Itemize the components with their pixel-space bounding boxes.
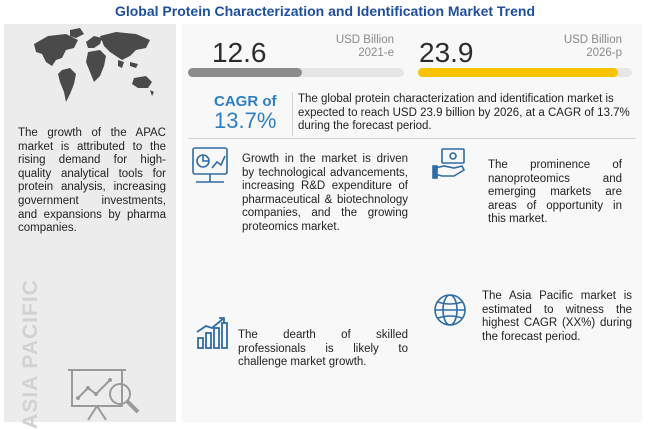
cagr-divider bbox=[292, 92, 293, 136]
region-label-text: ASIA PACIFIC bbox=[19, 279, 42, 429]
cagr-description: The global protein characterization and … bbox=[298, 93, 630, 133]
region-panel: The growth of the APAC market is attribu… bbox=[4, 24, 176, 429]
forecast-market-value: 23.9 bbox=[419, 37, 474, 68]
cagr-value: 13.7% bbox=[214, 108, 277, 133]
region-description: The growth of the APAC market is attribu… bbox=[18, 127, 166, 235]
forecast-market-unit: USD Billion 2026-p bbox=[532, 34, 622, 60]
forecast-year-label: 2026-p bbox=[586, 47, 622, 59]
current-year-label: 2021-e bbox=[358, 47, 394, 59]
globe-icon bbox=[434, 294, 466, 326]
market-overview-panel: 12.6 USD Billion 2021-e 23.9 USD Billion… bbox=[182, 24, 642, 422]
world-map-icon bbox=[34, 28, 154, 102]
current-unit-label: USD Billion bbox=[335, 34, 394, 46]
forecast-unit-label: USD Billion bbox=[563, 34, 622, 46]
current-market-value: 12.6 bbox=[212, 37, 267, 68]
challenges-text: The dearth of skilled professionals is l… bbox=[238, 329, 408, 369]
section-divider bbox=[188, 138, 636, 139]
forecast-market-bar bbox=[418, 68, 619, 77]
growth-chart-icon bbox=[192, 147, 228, 183]
money-hand-icon bbox=[432, 148, 466, 179]
opportunities-text: The prominence of nanoproteomics and eme… bbox=[488, 159, 622, 226]
current-market-unit: USD Billion 2021-e bbox=[304, 34, 394, 60]
drivers-text: Growth in the market is driven by techno… bbox=[242, 153, 408, 233]
current-market-bar bbox=[188, 68, 302, 77]
bar-chart-arrow-icon bbox=[196, 317, 228, 349]
cagr-label: CAGR of bbox=[214, 93, 277, 110]
page-title: Global Protein Characterization and Iden… bbox=[114, 3, 536, 19]
regional-text: The Asia Pacific market is estimated to … bbox=[482, 290, 632, 343]
analytics-chart-icon bbox=[68, 369, 140, 421]
region-label: ASIA PACIFIC bbox=[14, 279, 48, 429]
